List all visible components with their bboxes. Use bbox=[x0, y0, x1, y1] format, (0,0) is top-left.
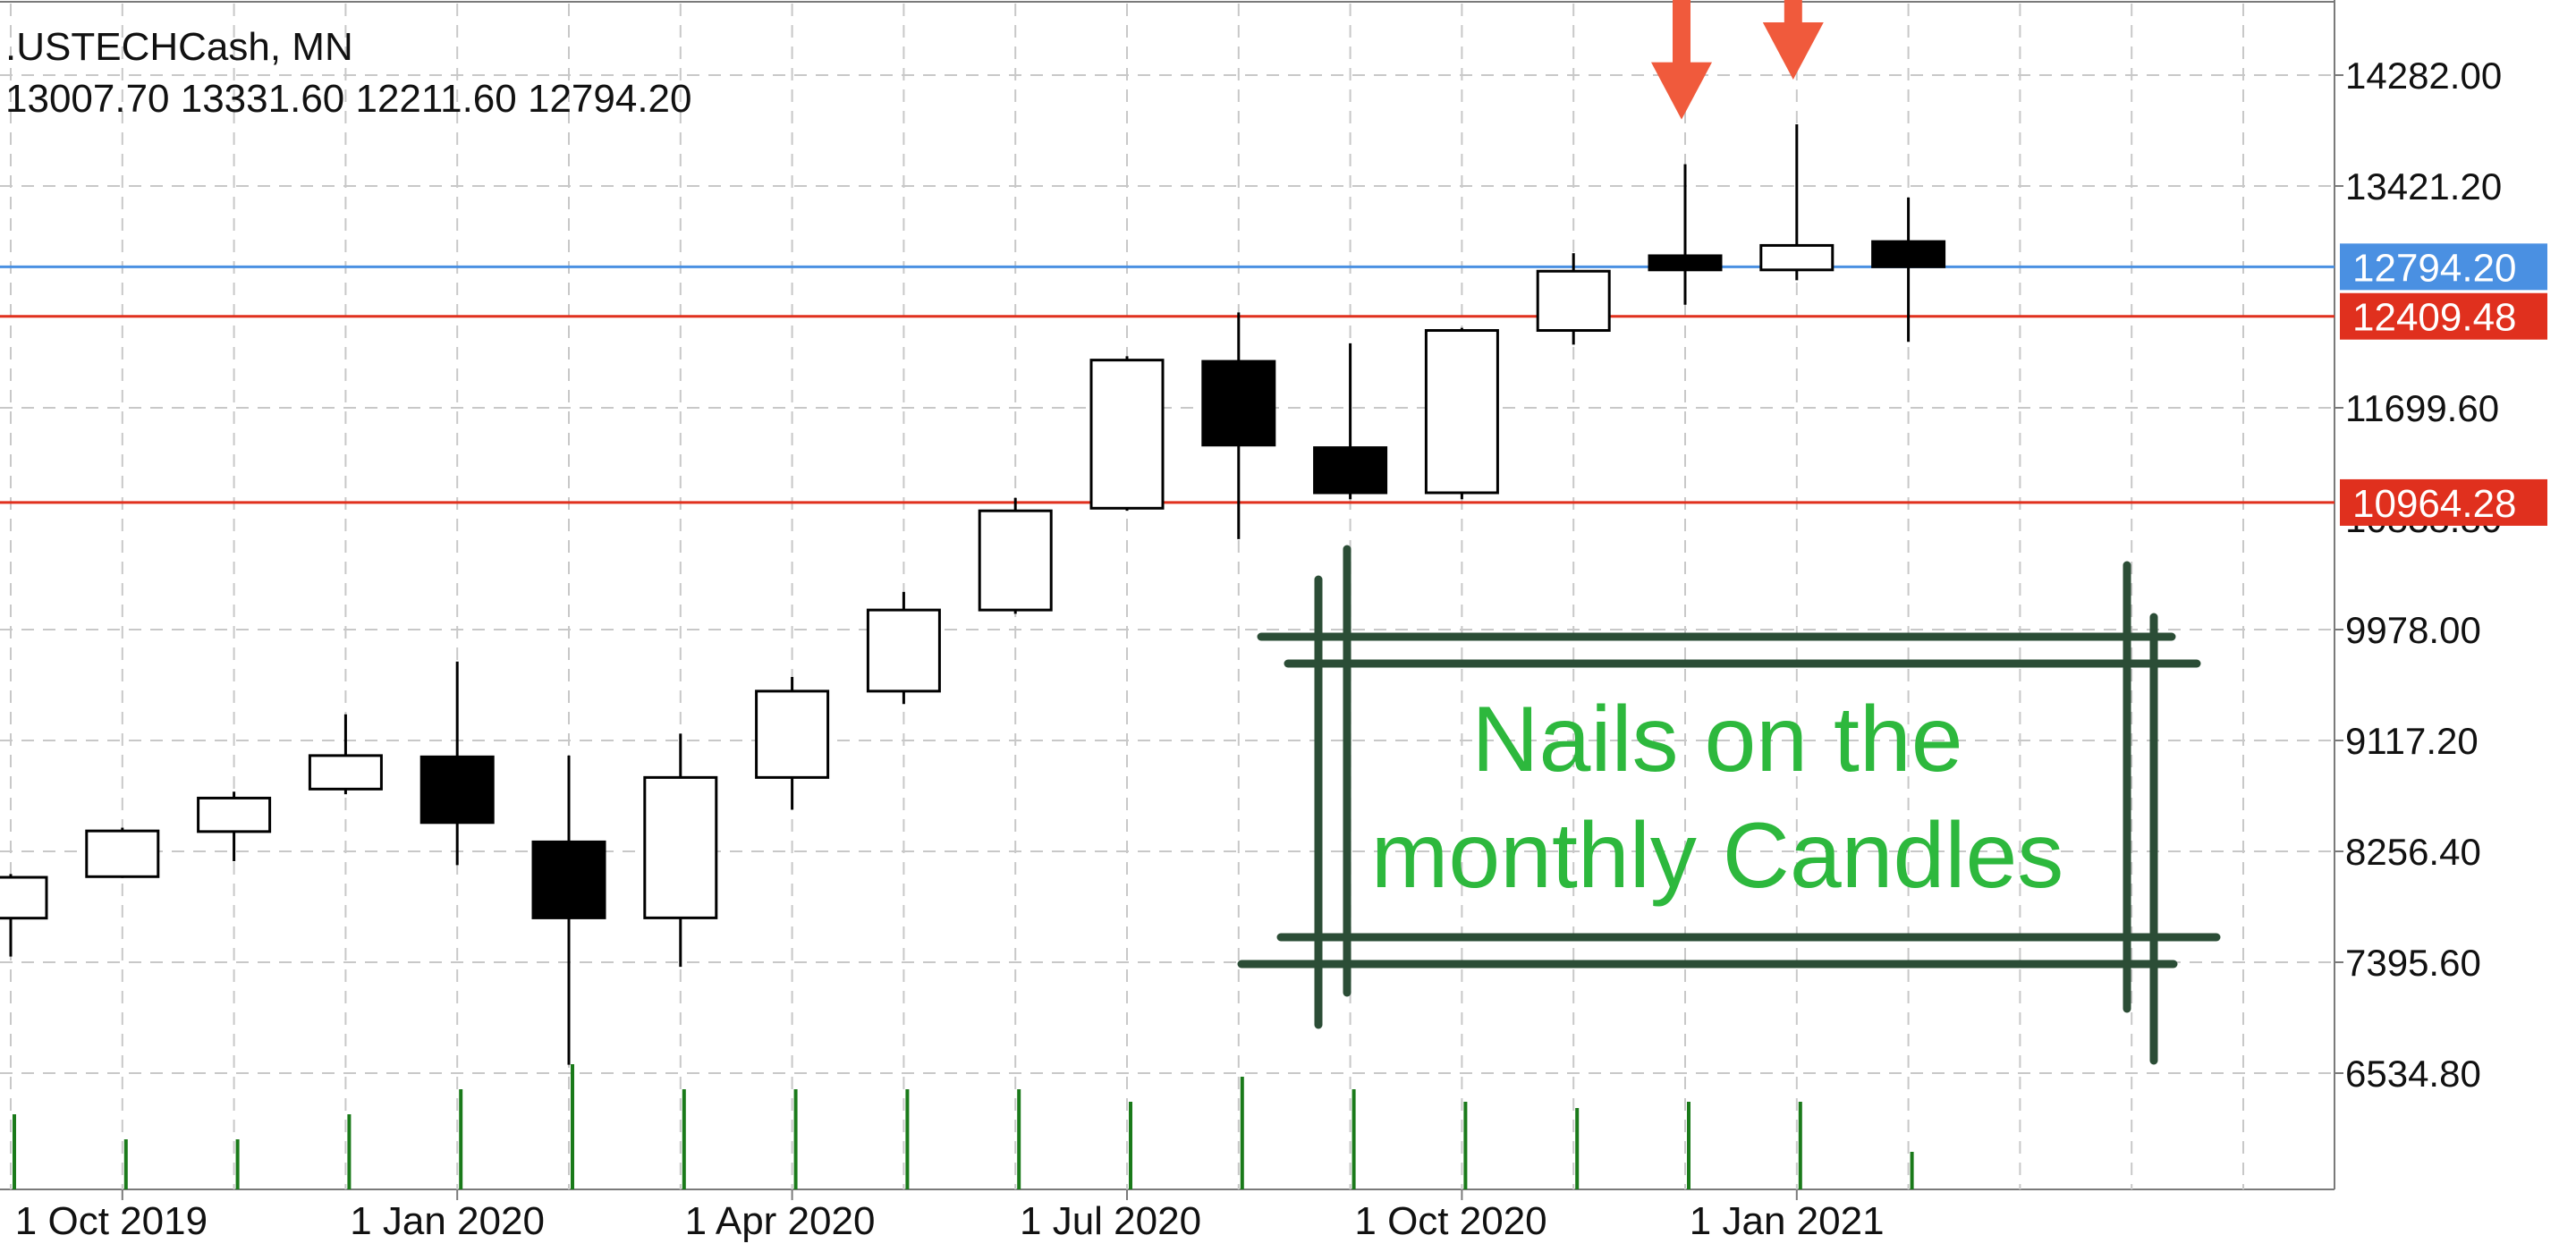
price-tag-label: 12409.48 bbox=[2352, 296, 2517, 340]
grid bbox=[0, 0, 2335, 1190]
x-axis: 1 Oct 2019 1 Jan 2020 1 Apr 2020 1 Jul 2020… bbox=[15, 1189, 1885, 1243]
candle[interactable] bbox=[978, 497, 1053, 614]
candle-body-bull bbox=[643, 775, 718, 919]
annotation-frame: Nails on the monthly Candles bbox=[1237, 545, 2221, 1065]
candle[interactable] bbox=[0, 874, 48, 957]
x-tick-label: 1 Jan 2020 bbox=[350, 1199, 545, 1243]
candle[interactable] bbox=[419, 661, 495, 866]
price-tag-label: 12794.20 bbox=[2352, 246, 2517, 290]
candle[interactable] bbox=[866, 591, 941, 705]
price-tag bbox=[2340, 243, 2547, 291]
x-tick-label: 1 Jan 2021 bbox=[1690, 1199, 1885, 1243]
candle[interactable] bbox=[1648, 164, 1723, 305]
y-tick-label: 9117.20 bbox=[2345, 720, 2479, 762]
candle-body-bull bbox=[755, 689, 830, 779]
annotation-text-line-1: Nails on the bbox=[1471, 688, 1962, 791]
arrow-icon bbox=[1762, 0, 1824, 80]
y-tick-label: 7395.60 bbox=[2345, 942, 2481, 984]
arrow-shaft bbox=[1673, 0, 1690, 66]
candle[interactable] bbox=[1536, 253, 1611, 345]
candle-body-bear bbox=[419, 755, 495, 825]
x-tick-label: 1 Jul 2020 bbox=[1020, 1199, 1201, 1243]
arrow-shaft bbox=[1784, 0, 1802, 27]
candle[interactable] bbox=[85, 827, 160, 878]
candle-body-bear bbox=[1201, 360, 1276, 447]
candle-body-bull bbox=[1424, 329, 1499, 495]
candle-body-bull bbox=[1759, 243, 1835, 272]
candle[interactable] bbox=[1089, 356, 1165, 512]
arrows bbox=[1651, 0, 1824, 120]
annotation-text-line-2: monthly Candles bbox=[1371, 804, 2064, 908]
candle[interactable] bbox=[1759, 124, 1835, 281]
x-tick-label: 1 Oct 2019 bbox=[15, 1199, 208, 1243]
candle[interactable] bbox=[197, 791, 272, 862]
candle[interactable] bbox=[643, 733, 718, 968]
candle[interactable] bbox=[1871, 197, 1946, 343]
symbol-title: .USTECHCash, MN bbox=[5, 25, 353, 69]
price-tag bbox=[2340, 478, 2547, 526]
price-tag-label: 10964.28 bbox=[2352, 482, 2517, 526]
price-tag bbox=[2340, 292, 2547, 340]
candle-body-bull bbox=[978, 509, 1053, 612]
candle-body-bull bbox=[866, 608, 941, 693]
arrow-head bbox=[1762, 22, 1824, 80]
candle[interactable] bbox=[308, 714, 383, 795]
candles bbox=[0, 124, 1946, 1065]
candle-body-bear bbox=[1871, 240, 1946, 268]
y-tick-label: 11699.60 bbox=[2345, 387, 2499, 429]
candle-body-bear bbox=[531, 840, 606, 919]
y-tick-label: 9978.00 bbox=[2345, 609, 2481, 651]
candle-body-bear bbox=[1313, 446, 1388, 495]
candle[interactable] bbox=[531, 755, 606, 1065]
candle-body-bear bbox=[1648, 254, 1723, 272]
candle-body-bull bbox=[1089, 359, 1165, 510]
y-tick-label: 6534.80 bbox=[2345, 1053, 2481, 1095]
ohlc-readout: 13007.70 13331.60 12211.60 12794.20 bbox=[5, 77, 692, 121]
candle[interactable] bbox=[755, 677, 830, 810]
y-tick-label: 8256.40 bbox=[2345, 831, 2481, 873]
price-lines bbox=[0, 265, 2334, 504]
x-tick-label: 1 Apr 2020 bbox=[685, 1199, 876, 1243]
y-tick-label: 14282.00 bbox=[2345, 55, 2502, 97]
arrow-head bbox=[1651, 62, 1712, 120]
candle-body-bull bbox=[308, 754, 383, 791]
candle-body-bull bbox=[0, 876, 48, 920]
y-tick-label: 13421.20 bbox=[2345, 165, 2502, 207]
volume-bars bbox=[13, 1064, 1914, 1189]
candle[interactable] bbox=[1201, 312, 1276, 539]
candle-body-bull bbox=[197, 796, 272, 833]
y-axis: 14282.00 13421.20 11699.60 9978.00 9117.20 82… bbox=[2334, 55, 2547, 1095]
candle-body-bull bbox=[1536, 269, 1611, 333]
candle[interactable] bbox=[1424, 327, 1499, 500]
candle-body-bull bbox=[85, 829, 160, 878]
arrow-icon bbox=[1651, 0, 1712, 120]
candle[interactable] bbox=[1313, 343, 1388, 500]
x-tick-label: 1 Oct 2020 bbox=[1354, 1199, 1546, 1243]
